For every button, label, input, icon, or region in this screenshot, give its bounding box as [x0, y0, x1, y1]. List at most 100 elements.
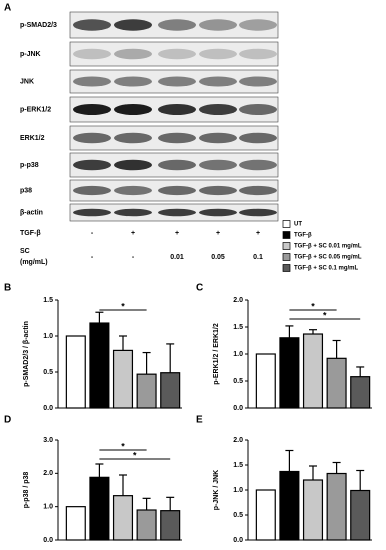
band — [239, 185, 277, 196]
y-tick-label: 2.0 — [233, 297, 243, 304]
y-tick-label: 0.0 — [43, 537, 53, 544]
blot-label: p-p38 — [20, 162, 39, 169]
y-tick-label: 1.5 — [43, 297, 53, 304]
band — [73, 104, 111, 115]
band — [158, 208, 196, 217]
band — [158, 19, 196, 31]
legend-label: TGF-β — [294, 233, 312, 239]
y-tick-label: 1.0 — [233, 487, 243, 494]
y-tick-label: 0.5 — [233, 378, 243, 385]
significance-label: * — [121, 301, 125, 311]
treatment: - — [91, 254, 94, 261]
y-tick-label: 0.0 — [233, 537, 243, 544]
row-label: SC — [20, 248, 30, 255]
bar — [326, 357, 347, 409]
legend-label: TGF-β + SC 0.1 mg/mL — [294, 266, 359, 272]
legend-swatch — [282, 264, 291, 272]
blot-label: ERK1/2 — [20, 135, 45, 142]
band — [239, 48, 277, 60]
y-tick-label: 1.0 — [43, 504, 53, 511]
y-tick-label: 0.5 — [43, 369, 53, 376]
band — [73, 76, 111, 87]
band — [158, 159, 196, 171]
blot-label: p-JNK — [20, 51, 41, 58]
treatment: - — [91, 230, 94, 237]
y-tick-label: 0.5 — [233, 512, 243, 519]
y-tick-label: 2.0 — [43, 470, 53, 477]
band — [199, 159, 237, 171]
band — [199, 185, 237, 196]
bar — [160, 510, 181, 541]
bar — [350, 489, 371, 541]
legend-swatch — [282, 220, 291, 228]
bar — [326, 472, 347, 541]
panel-label: A — [4, 3, 11, 14]
legend-label: TGF-β + SC 0.05 mg/mL — [294, 255, 362, 261]
band — [114, 76, 152, 87]
treatment: + — [175, 230, 179, 237]
band — [199, 104, 237, 115]
blot-label: p38 — [20, 187, 32, 194]
bar — [112, 349, 134, 409]
blot-label: JNK — [20, 78, 34, 85]
band — [199, 208, 237, 217]
y-tick-label: 3.0 — [43, 437, 53, 444]
y-axis-title: p-SMAD2/3 / β-actin — [23, 321, 30, 387]
treatment: - — [132, 254, 135, 261]
band — [114, 19, 152, 31]
row-unit: (mg/mL) — [20, 259, 48, 266]
y-tick-label: 0.0 — [233, 405, 243, 412]
treatment: + — [131, 230, 135, 237]
significance-label: * — [311, 301, 315, 311]
significance-label: * — [323, 310, 327, 320]
band — [239, 208, 277, 217]
band — [73, 208, 111, 217]
band — [158, 132, 196, 144]
bar — [112, 495, 134, 541]
treatment: + — [256, 230, 260, 237]
y-tick-label: 2.0 — [233, 437, 243, 444]
band — [114, 159, 152, 171]
significance-label: * — [133, 450, 137, 460]
blot-label: p-SMAD2/3 — [20, 22, 57, 29]
treatment: 0.01 — [170, 254, 184, 261]
significance-label: * — [121, 441, 125, 451]
band — [239, 19, 277, 31]
y-tick-label: 1.5 — [233, 324, 243, 331]
legend-label: UT — [294, 222, 302, 228]
y-axis-title: p-ERK1/2 / ERK1/2 — [213, 323, 220, 385]
bar — [350, 376, 371, 409]
band — [114, 104, 152, 115]
y-tick-label: 1.5 — [233, 462, 243, 469]
panel-label: E — [196, 415, 203, 426]
band — [73, 19, 111, 31]
bar — [136, 373, 157, 409]
band — [239, 159, 277, 171]
legend-swatch — [282, 231, 291, 239]
y-tick-label: 1.0 — [43, 333, 53, 340]
y-axis-title: p-JNK / JNK — [213, 470, 220, 510]
band — [158, 104, 196, 115]
bar — [65, 506, 86, 541]
band — [199, 19, 237, 31]
band — [239, 132, 277, 144]
blot — [69, 41, 279, 67]
bar — [136, 509, 157, 541]
band — [199, 132, 237, 144]
y-tick-label: 0.0 — [43, 405, 53, 412]
bar — [279, 470, 300, 541]
bar — [89, 476, 110, 541]
band — [158, 185, 196, 196]
y-axis-title: p-p38 / p38 — [23, 472, 30, 509]
blot-label: p-ERK1/2 — [20, 106, 51, 113]
band — [73, 48, 111, 60]
treatment: 0.1 — [253, 254, 263, 261]
band — [114, 48, 152, 60]
bar — [279, 337, 300, 409]
band — [239, 104, 277, 115]
legend-swatch — [282, 253, 291, 261]
panel-label: B — [4, 283, 11, 294]
row-label: TGF-β — [20, 230, 41, 237]
treatment: + — [216, 230, 220, 237]
panel-label: C — [196, 283, 203, 294]
